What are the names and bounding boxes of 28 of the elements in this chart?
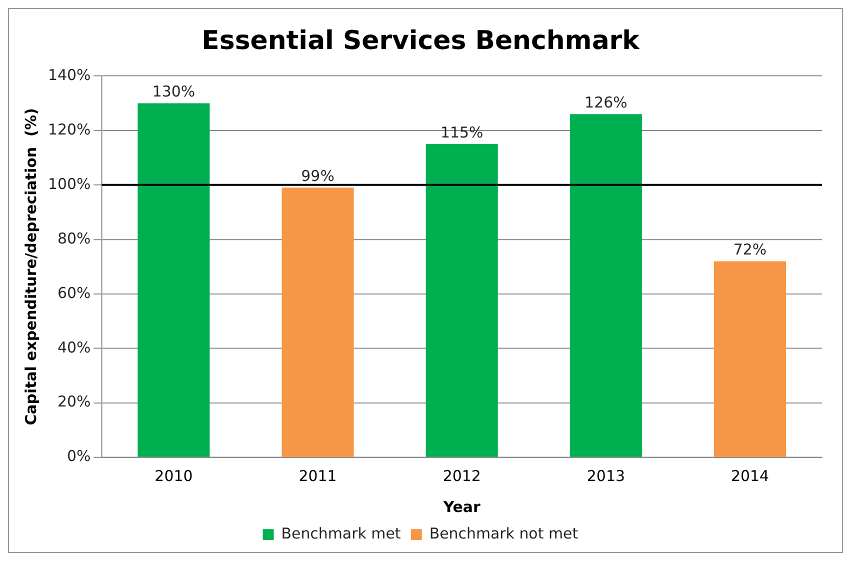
y-tick-label: 20% [57,392,91,411]
data-label: 126% [584,94,628,112]
y-tick-label: 120% [48,120,91,138]
y-tick-label: 100% [48,174,91,193]
data-label: 72% [733,240,767,259]
x-tick-label: 2012 [442,467,481,486]
bar [426,144,498,457]
x-tick-label: 2014 [730,467,770,486]
y-axis-title: Capital expenditure/depreciation (%) [22,108,40,426]
y-tick-label: 40% [57,338,91,356]
data-label: 130% [152,82,196,101]
legend-label: Benchmark not met [429,524,578,542]
bar [138,103,210,457]
bar [570,114,642,457]
y-tick-label: 60% [57,284,91,302]
y-tick-label: 80% [57,229,91,248]
chart-title: Essential Services Benchmark [202,26,640,56]
x-tick-label: 2010 [154,467,193,486]
x-tick-label: 2013 [586,467,625,486]
x-axis-title: Year [442,498,482,516]
bar [282,188,354,457]
y-tick-label: 0% [66,447,91,466]
legend-label: Benchmark met [281,524,401,542]
data-label: 115% [440,123,484,142]
bar [714,261,786,457]
data-label: 99% [301,167,334,186]
x-tick-label: 2011 [298,467,337,486]
y-tick-label: 140% [48,66,91,84]
